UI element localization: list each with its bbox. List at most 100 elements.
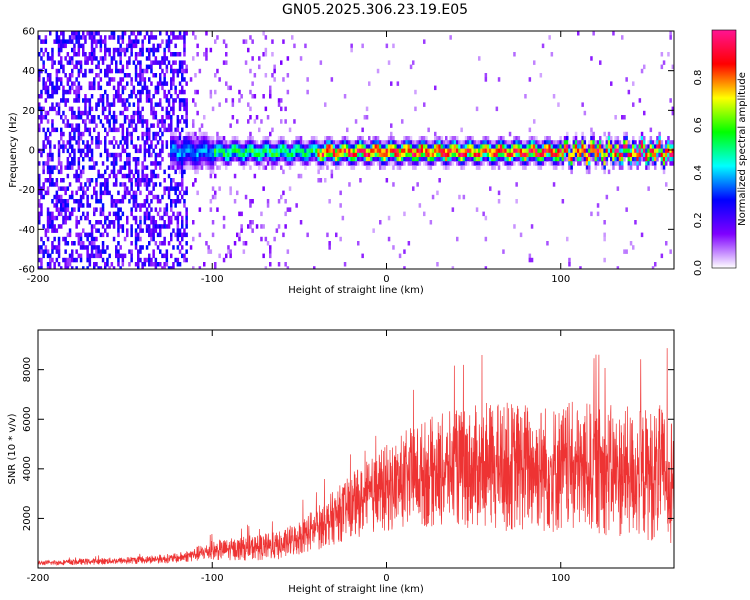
spectrogram-cell <box>348 152 351 158</box>
spectrogram-cell <box>95 245 98 250</box>
spectrogram-cell <box>203 148 206 154</box>
spectrogram-cell <box>192 236 195 242</box>
snr-y-tick-label: 4000 <box>22 456 33 481</box>
spectrogram-cell <box>192 220 195 225</box>
spectrogram-cell <box>97 31 100 36</box>
spectrogram-cell <box>533 60 536 65</box>
spectrogram-cell <box>304 165 307 170</box>
spectrogram-cell <box>431 194 435 200</box>
spectrogram-cell <box>137 224 140 229</box>
spectrogram-cell <box>396 165 400 170</box>
spectrogram-cell <box>90 152 94 158</box>
spectrogram-cell <box>337 148 340 154</box>
spectrogram-cell <box>185 157 188 162</box>
spectrogram-cell <box>436 190 439 196</box>
spectrogram-cell <box>165 144 169 149</box>
spectrogram-cell <box>225 253 228 259</box>
spectrogram-cell <box>150 178 153 183</box>
spectrogram-cell <box>170 199 173 204</box>
spectrogram-cell <box>176 236 180 242</box>
spectrogram-cell <box>84 35 87 40</box>
spectrogram-cell <box>385 161 389 166</box>
spectrogram-cell <box>497 161 501 166</box>
spectrogram-cell <box>42 182 45 187</box>
spectrogram-cell <box>99 77 103 82</box>
spectrogram-cell <box>77 165 81 170</box>
spectrogram-cell <box>192 98 195 103</box>
spectrogram-cell <box>130 81 133 86</box>
spectrogram-cell <box>172 136 175 141</box>
spectrogram-cell <box>262 253 265 259</box>
spectrogram-cell <box>429 220 433 225</box>
spectrogram-cell <box>95 161 98 166</box>
spectrogram-cell <box>504 140 507 145</box>
spectrogram-cell <box>42 249 45 254</box>
spectrogram-cell <box>427 140 430 145</box>
spectrogram-cell <box>137 232 140 238</box>
spectrogram-cell <box>475 152 479 158</box>
spectrogram-cell <box>130 211 133 217</box>
spectrogram-cell <box>381 148 384 154</box>
spectrogram-cell <box>108 110 111 116</box>
spectrogram-cell <box>634 144 637 149</box>
spectrogram-cell <box>368 136 371 141</box>
spectrogram-cell <box>539 157 543 162</box>
spectrogram-cell <box>154 262 158 267</box>
spectrogram-cell <box>528 140 532 145</box>
spectrogram-cell <box>660 165 664 170</box>
spectrogram-cell <box>139 31 142 36</box>
spectrogram-cell <box>115 115 118 120</box>
spectrogram-cell <box>497 152 501 158</box>
spectrogram-cell <box>57 148 61 154</box>
spectrogram-cell <box>128 43 131 49</box>
spectrogram-cell <box>330 152 334 158</box>
spectrogram-cell <box>174 186 177 191</box>
spectrogram-cell <box>244 194 248 200</box>
spectrogram-cell <box>71 194 74 200</box>
spectrogram-cell <box>671 161 674 166</box>
spectrogram-cell <box>139 228 142 233</box>
spectrogram-cell <box>148 232 151 238</box>
spectrogram-cell <box>183 152 186 158</box>
spectrogram-cell <box>196 89 199 95</box>
spectrogram-cell <box>152 228 155 233</box>
spectrogram-cell <box>79 236 83 242</box>
spectrogram-cell <box>104 148 107 154</box>
spectrogram-cell <box>139 245 142 250</box>
spectrogram-cell <box>269 249 272 254</box>
spectrogram-cell <box>99 35 103 40</box>
spectrogram-cell <box>621 161 624 166</box>
spectrogram-cell <box>632 161 635 166</box>
spectrogram-cell <box>51 81 54 86</box>
spectrogram-cell <box>44 136 48 141</box>
spectrogram-cell <box>167 110 171 116</box>
spectrogram-cell <box>295 152 298 158</box>
spectrogram-cell <box>167 115 171 120</box>
spectrogram-cell <box>44 228 48 233</box>
spectrogram-cell <box>203 131 206 137</box>
spectrogram-cell <box>412 186 415 191</box>
spectrogram-cell <box>176 152 180 158</box>
spectrogram-cell <box>401 152 404 158</box>
spectrogram-cell <box>148 190 151 196</box>
spectrogram-cell <box>324 178 327 183</box>
spectrogram-cell <box>115 127 118 133</box>
spectrogram-cell <box>174 98 177 103</box>
spectrogram-cell <box>284 199 287 204</box>
spectrogram-cell <box>247 119 250 124</box>
spectrogram-cell <box>255 157 259 162</box>
spectrogram-cell <box>209 140 213 145</box>
spectrogram-cell <box>618 161 622 166</box>
spectrogram-cell <box>233 173 237 179</box>
spectrogram-cell <box>93 39 96 44</box>
spectrogram-cell <box>269 131 272 137</box>
spectrogram-cell <box>79 257 83 263</box>
spectrogram-cell <box>247 140 250 145</box>
spectrogram-cell <box>117 215 120 221</box>
spectrogram-cell <box>101 257 105 263</box>
spectrogram-cell <box>40 203 43 208</box>
spectrogram-cell <box>40 56 43 61</box>
spectrogram-cell <box>203 52 206 57</box>
spectrogram-cell <box>211 144 215 149</box>
spectrogram-cell <box>119 169 122 175</box>
